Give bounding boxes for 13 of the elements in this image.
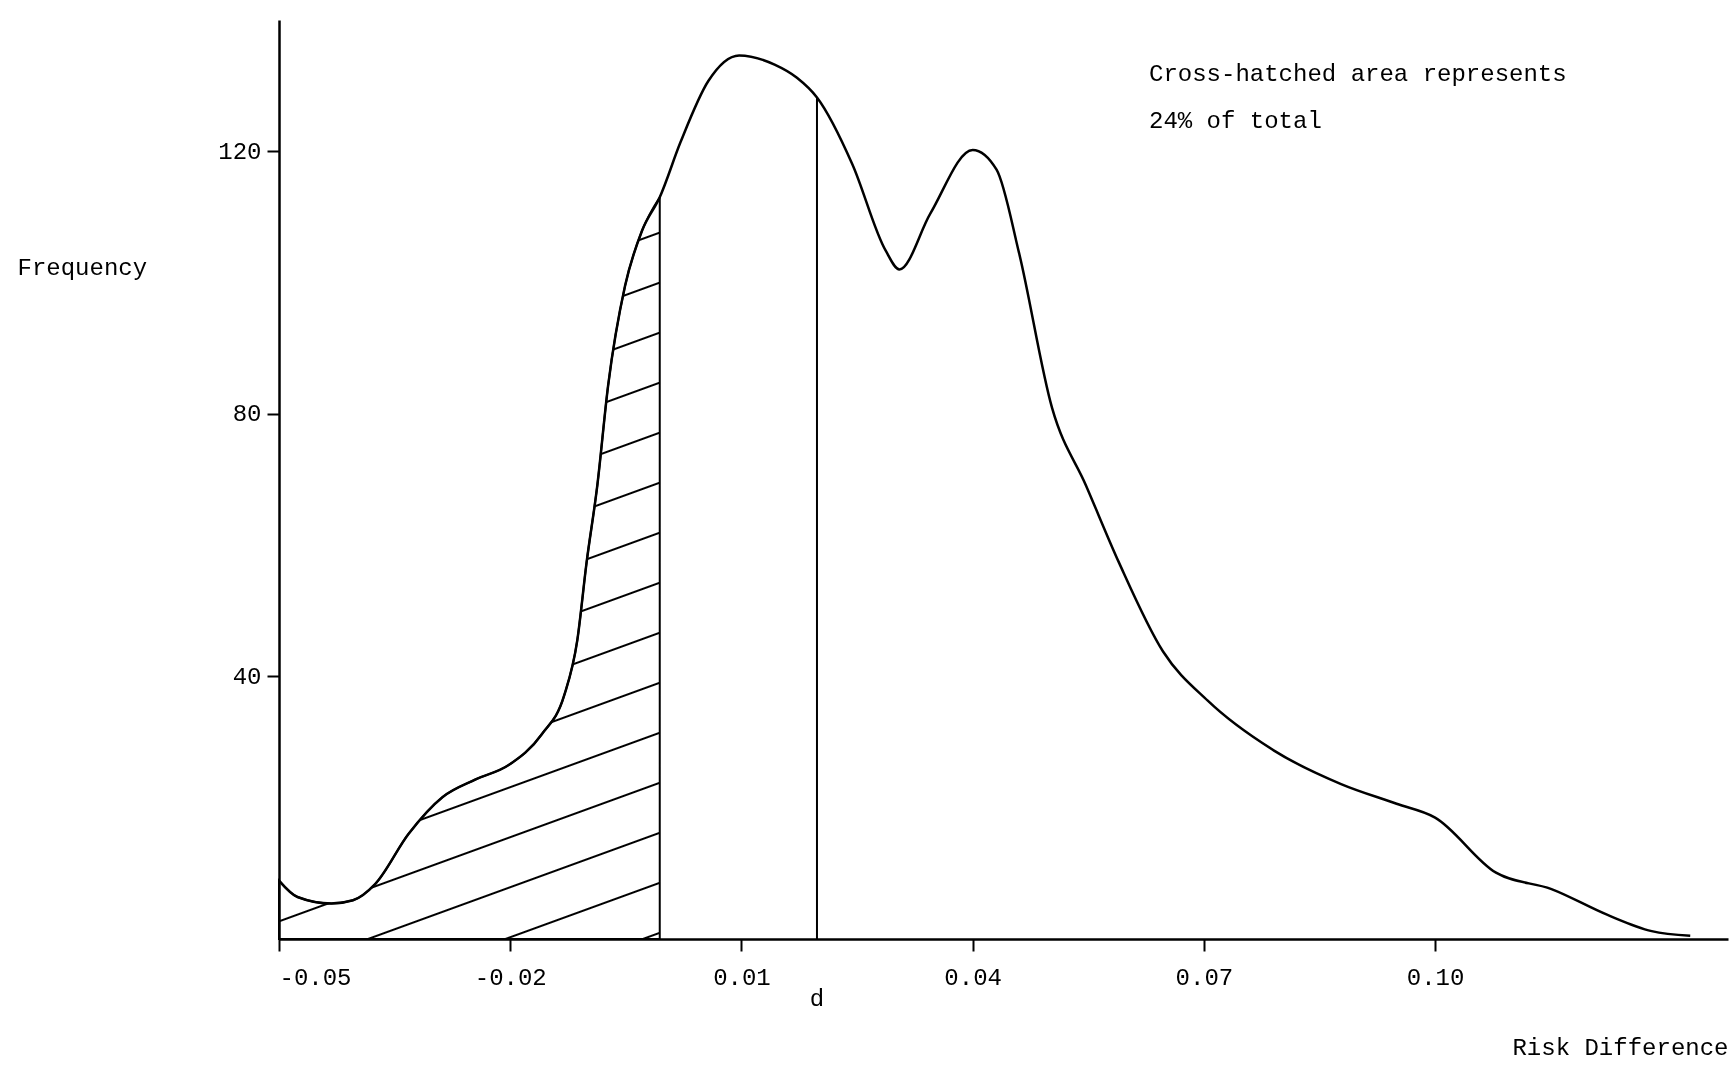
annotation: Cross-hatched area represents 24% of total	[1149, 61, 1567, 135]
x-axis-title: Risk Difference	[1512, 1034, 1729, 1062]
x-tick-label: 0.07	[1175, 964, 1234, 992]
x-tick-label: 0.10	[1406, 964, 1465, 992]
y-tick-label: 120	[218, 138, 262, 166]
y-tick-label: 80	[232, 401, 262, 429]
x-tick-label: -0.05	[279, 964, 352, 992]
x-tick-label: -0.02	[474, 964, 547, 992]
x-tick-label: 0.04	[944, 964, 1002, 992]
y-axis-title: Frequency	[17, 254, 148, 282]
ref-line-label: d	[809, 986, 825, 1013]
y-tick-label: 40	[232, 663, 262, 691]
x-tick-label: 0.01	[713, 964, 771, 992]
